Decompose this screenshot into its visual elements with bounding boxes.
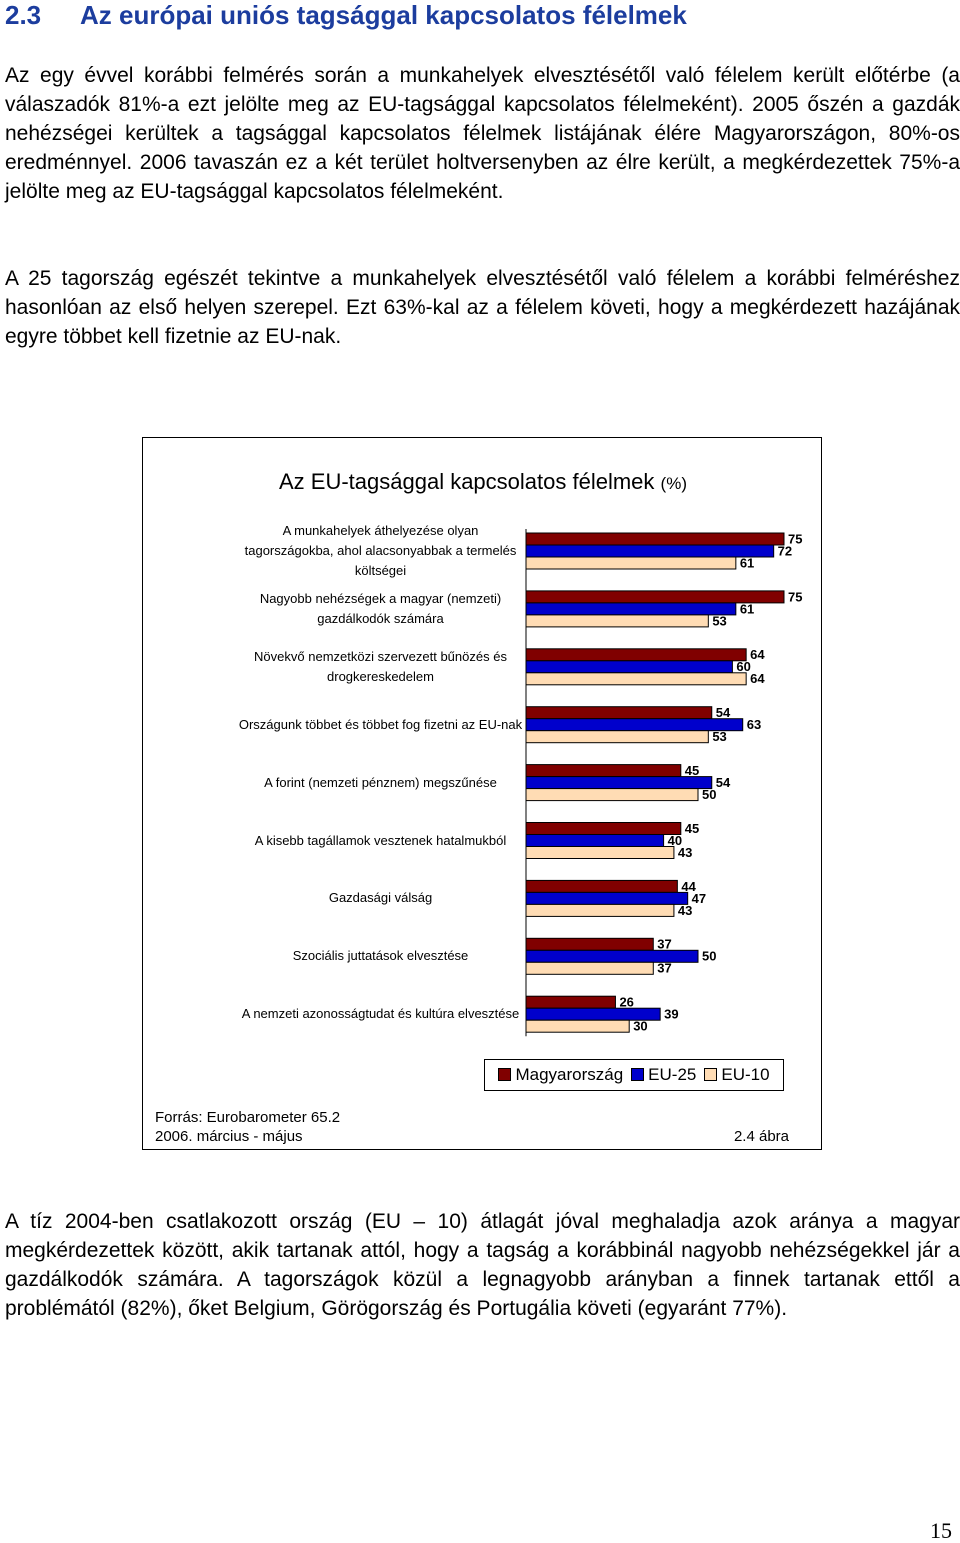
data-label: 64 [750, 671, 765, 686]
legend-swatch [631, 1068, 645, 1081]
legend-label: Magyarország [515, 1065, 624, 1084]
data-label: 45 [685, 763, 699, 778]
chart-title: Az EU-tagsággal kapcsolatos félelmek [279, 469, 655, 494]
bar [525, 648, 747, 662]
data-label: 47 [692, 891, 706, 906]
bar [525, 1019, 630, 1033]
bar [525, 764, 682, 778]
bar [525, 903, 675, 917]
bar [525, 834, 665, 847]
data-label: 26 [619, 995, 633, 1010]
data-label: 50 [702, 949, 716, 964]
data-label: 43 [678, 845, 692, 860]
legend-swatch [498, 1068, 512, 1081]
legend-swatch [704, 1068, 718, 1081]
bar [525, 544, 775, 558]
bar [525, 706, 713, 720]
chart: 75 72 61 75 61 53 64 60 64 54 63 53 45 54 50 45 40 43 44 47… [142, 437, 822, 1150]
data-label: 30 [633, 1019, 647, 1034]
paragraph: Az egy évvel korábbi felmérés során a mu… [5, 64, 960, 203]
source: Forrás: Eurobarometer 65.2 [155, 1109, 341, 1126]
bar [525, 995, 616, 1009]
category-label: Gazdasági válság [328, 890, 433, 906]
chart-plot: 7572617561536460645463534554504540434447… [525, 529, 802, 1037]
period: 2006. március - május [155, 1128, 303, 1145]
bar [525, 961, 654, 975]
category-label: Nagyobb nehézségek a magyar (nemzeti) ga… [259, 590, 502, 626]
legend-label: EU-10 [721, 1065, 770, 1084]
bar [525, 949, 699, 963]
data-label: 54 [716, 705, 731, 720]
bar [525, 879, 678, 893]
bar [525, 672, 747, 686]
bar [525, 718, 744, 732]
data-label: 61 [740, 555, 754, 570]
paragraph: A 25 tagország egészét tekintve a munkah… [5, 267, 960, 348]
page-number: 15 [930, 1518, 952, 1543]
data-label: 53 [712, 613, 726, 628]
bar [525, 846, 675, 859]
chart-title-block: Az EU-tagsággal kapcsolatos félelmek (%) [143, 469, 823, 495]
category-label: Szociális juttatások elvesztése [292, 948, 469, 964]
legend-item: EU-10 [704, 1065, 770, 1085]
data-label: 54 [716, 775, 731, 790]
data-label: 61 [740, 601, 754, 616]
paragraph: A tíz 2004-ben csatlakozott ország (EU –… [5, 1210, 960, 1320]
category-label: Növekvő nemzetközi szervezett bűnözés és… [254, 648, 507, 684]
data-label: 40 [668, 833, 682, 848]
bar [525, 730, 709, 744]
heading-title: Az európai uniós tagsággal kapcsolatos f… [80, 0, 687, 30]
figure-label: 2.4 ábra [733, 1128, 789, 1145]
data-label: 75 [788, 589, 802, 604]
data-label: 63 [747, 717, 761, 732]
data-label: 37 [657, 961, 671, 976]
data-label: 50 [702, 787, 716, 802]
data-label: 43 [678, 903, 692, 918]
data-label: 72 [778, 543, 792, 558]
category-label: A forint (nemzeti pénznem) megszűnése [264, 774, 497, 790]
data-label: 64 [750, 647, 765, 662]
data-label: 75 [788, 531, 802, 546]
bar [525, 891, 689, 905]
bar [525, 776, 713, 790]
legend: Magyarország EU-25 EU-10 [484, 1059, 784, 1091]
data-label: 44 [681, 879, 696, 894]
bar [525, 602, 737, 616]
data-label: 39 [664, 1007, 678, 1022]
data-label: 45 [685, 821, 699, 836]
bar [525, 788, 699, 802]
chart-subtitle: (%) [660, 474, 687, 493]
heading-number: 2.3 [5, 0, 42, 30]
legend-item: EU-25 [631, 1065, 696, 1085]
bar [525, 532, 785, 546]
category-label: A nemzeti azonosságtudat és kultúra elve… [241, 1006, 520, 1022]
category-label: Országunk többet és többet fog fizetni a… [238, 716, 523, 732]
legend-item: Magyarország [498, 1065, 623, 1085]
bar [525, 937, 654, 951]
bar [525, 660, 733, 674]
bar [525, 556, 737, 570]
data-label: 53 [712, 729, 726, 744]
category-label: A kisebb tagállamok vesztenek hatalmukbó… [254, 832, 507, 848]
bar [525, 822, 682, 835]
bar [525, 614, 709, 628]
category-label: A munkahelyek áthelyezése olyan tagorszá… [244, 523, 517, 578]
data-label: 60 [736, 659, 750, 674]
data-label: 37 [657, 937, 671, 952]
legend-label: EU-25 [648, 1065, 697, 1084]
